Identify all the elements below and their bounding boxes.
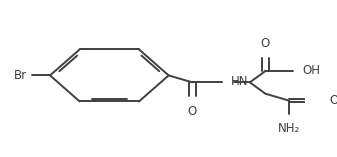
Text: O: O: [261, 37, 270, 50]
Text: NH₂: NH₂: [278, 122, 300, 135]
Text: O: O: [188, 105, 197, 118]
Text: OH: OH: [303, 65, 320, 78]
Text: O: O: [330, 94, 337, 107]
Text: Br: Br: [14, 69, 27, 82]
Text: HN: HN: [231, 75, 248, 88]
